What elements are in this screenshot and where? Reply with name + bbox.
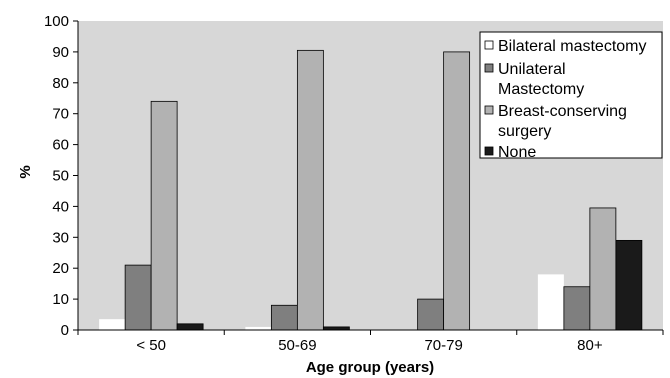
x-tick-label: 70-79: [424, 337, 462, 354]
y-axis-ticks: 0 10 20 30 40 50 60 70 80 90 100: [44, 13, 78, 339]
y-tick-label: 10: [52, 291, 69, 308]
bar: [443, 51, 471, 331]
bar: [245, 326, 272, 330]
bar: [176, 323, 204, 331]
legend-swatch: [484, 40, 494, 50]
legend-swatch: [484, 105, 494, 115]
x-axis-labels: < 50 50-69 70-79 80+: [77, 330, 664, 354]
y-tick-label: 30: [52, 229, 69, 246]
y-tick-label: 60: [52, 137, 69, 154]
bar: [99, 319, 126, 330]
bar: [589, 207, 617, 331]
y-tick-label: 50: [52, 168, 69, 185]
bar: [615, 239, 643, 331]
legend-label: None: [498, 144, 536, 161]
bar: [417, 298, 445, 331]
legend-label: Breast-conserving: [498, 103, 627, 120]
y-tick-label: 40: [52, 198, 69, 215]
bar: [563, 286, 591, 331]
legend-swatch: [484, 63, 494, 73]
bar: [537, 274, 564, 330]
legend-label: Bilateral mastectomy: [498, 38, 647, 55]
x-tick-label: < 50: [136, 337, 166, 354]
y-tick-label: 20: [52, 260, 69, 277]
y-tick-label: 100: [44, 13, 69, 30]
legend-box: [479, 31, 663, 159]
y-axis-title: %: [17, 165, 34, 178]
x-tick-label: 50-69: [278, 337, 316, 354]
legend: Bilateral mastectomy Unilateral Mastectomy…: [479, 31, 663, 161]
legend-label: Unilateral: [498, 61, 566, 78]
legend-label: surgery: [498, 123, 551, 140]
legend-swatch: [484, 146, 494, 156]
y-tick-label: 0: [61, 322, 69, 339]
bar: [270, 304, 298, 331]
x-tick-label: 80+: [577, 337, 603, 354]
y-tick-label: 70: [52, 106, 69, 123]
x-axis-title: Age group (years): [306, 359, 434, 376]
bar: [124, 264, 152, 331]
y-tick-label: 80: [52, 75, 69, 92]
bar: [296, 49, 324, 331]
legend-label: Mastectomy: [498, 81, 584, 98]
y-tick-label: 90: [52, 44, 69, 61]
bar: [150, 100, 178, 331]
